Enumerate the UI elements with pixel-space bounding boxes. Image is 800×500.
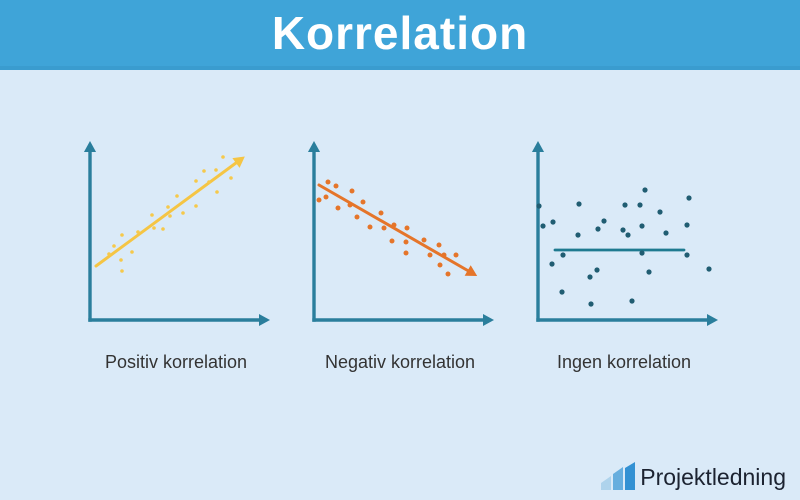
brand-name: Projektledning — [640, 464, 786, 490]
chart-negative-correlation: Negativ korrelation — [298, 138, 502, 373]
negative-correlation-scatter-plot — [307, 141, 494, 327]
charts-row: Positiv korrelation Negativ korrelation … — [0, 138, 800, 373]
header-banner: Korrelation — [0, 0, 800, 70]
page-title: Korrelation — [271, 7, 529, 59]
brand-logo: Projektledning — [601, 462, 786, 490]
ascending-bars-icon — [601, 462, 636, 490]
chart-label-negative: Negativ korrelation — [324, 352, 476, 372]
chart-no-correlation: Ingen korrelation — [522, 138, 726, 373]
no-correlation-scatter-plot — [531, 141, 718, 327]
chart-label-positive: Positiv korrelation — [104, 352, 248, 372]
chart-positive-correlation: Positiv korrelation — [74, 138, 278, 373]
chart-label-none: Ingen korrelation — [556, 352, 692, 372]
positive-correlation-scatter-plot — [83, 141, 270, 327]
